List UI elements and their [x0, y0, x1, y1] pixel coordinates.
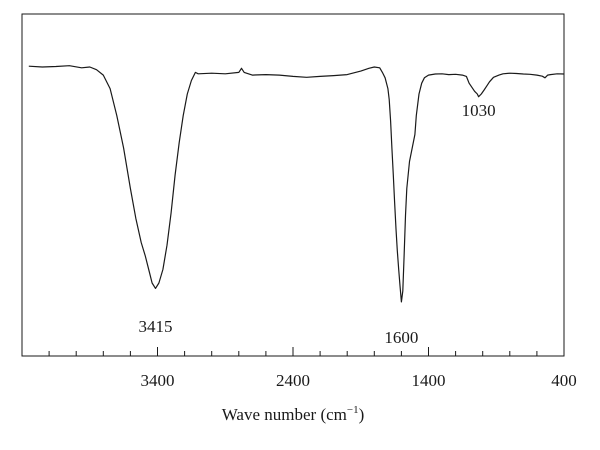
x-tick-label: 1400 [412, 371, 446, 390]
x-tick-label: 3400 [141, 371, 175, 390]
x-major-ticks [157, 347, 565, 356]
plot-frame [21, 13, 565, 357]
x-tick-labels: 3400 2400 1400 400 [141, 371, 577, 390]
x-axis-label: Wave number (cm−1) [222, 404, 365, 424]
spectrum-line [28, 65, 565, 303]
peak-label: 1600 [384, 328, 418, 347]
peak-annotations: 3415 1600 1030 [138, 101, 495, 347]
x-tick-label: 400 [551, 371, 577, 390]
peak-label: 3415 [138, 317, 172, 336]
peak-label: 1030 [462, 101, 496, 120]
x-tick-label: 2400 [276, 371, 310, 390]
